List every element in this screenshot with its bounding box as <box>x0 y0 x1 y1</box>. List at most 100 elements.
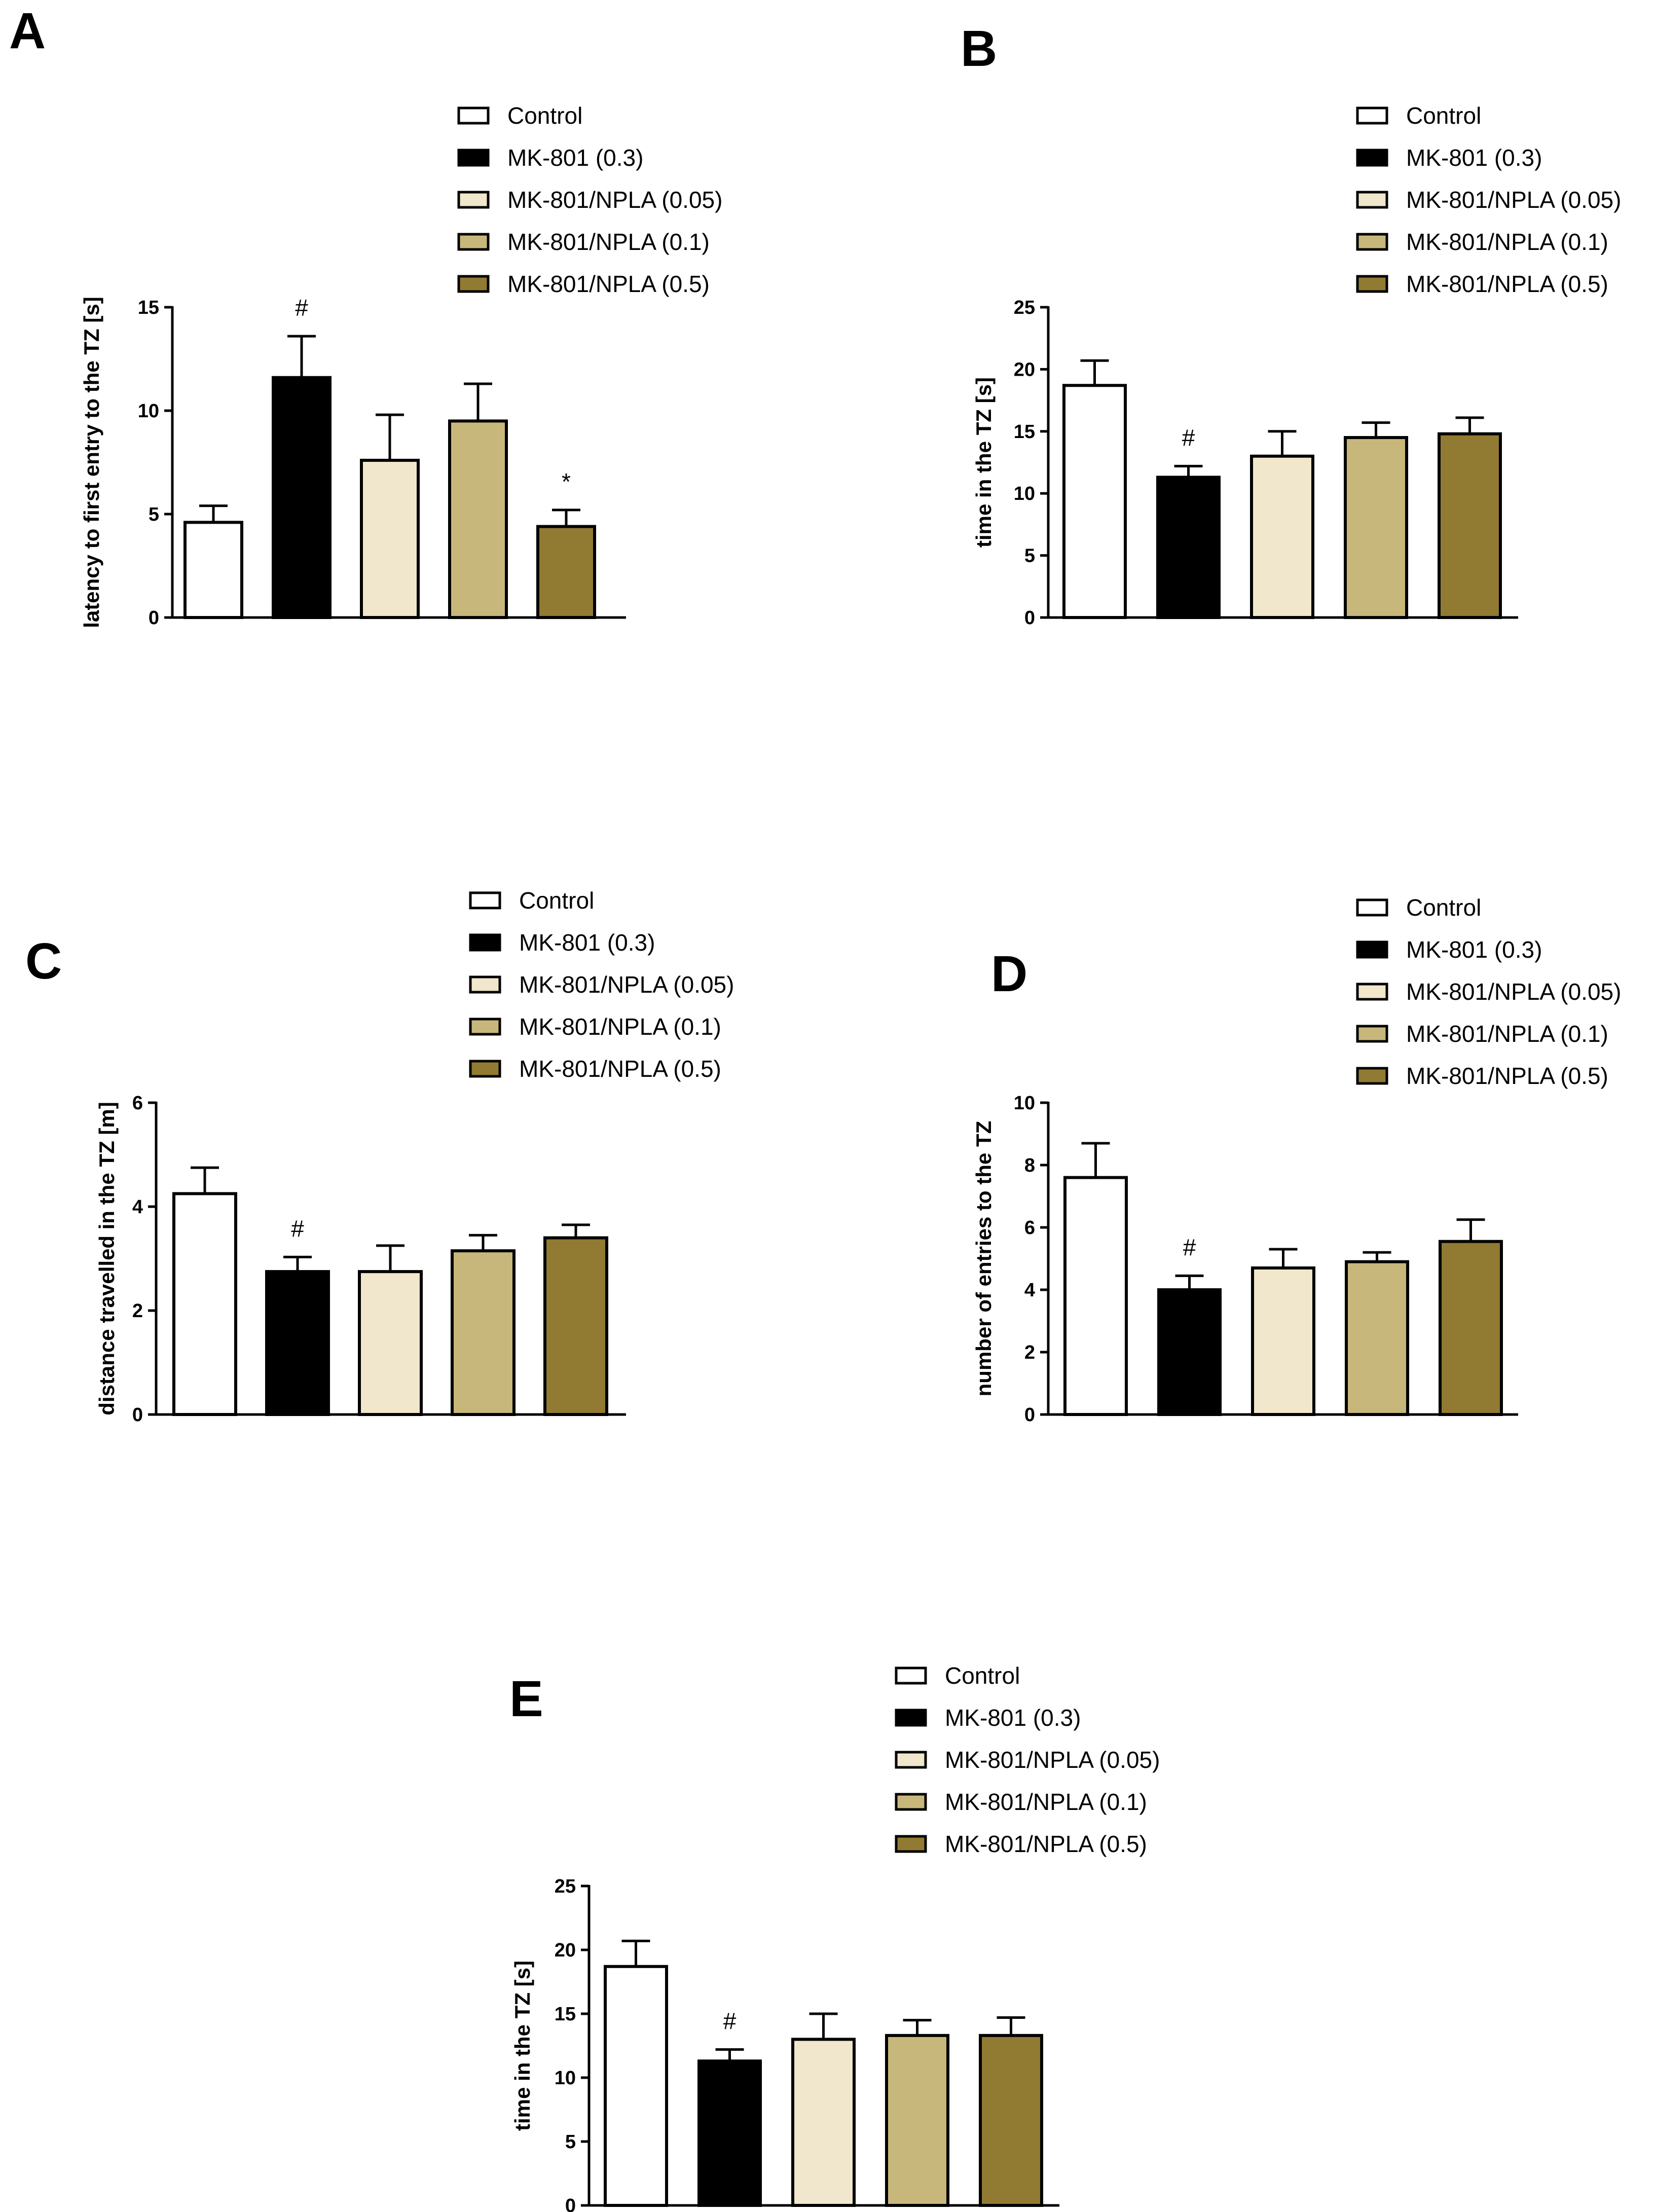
bar <box>604 1965 668 2207</box>
legend-label: Control <box>1406 102 1481 129</box>
legend-label: MK-801/NPLA (0.1) <box>507 229 710 255</box>
panel-letter: C <box>25 933 62 990</box>
y-axis-label: latency to first entry to the TZ [s] <box>80 297 103 628</box>
y-tick-label: 20 <box>555 1940 576 1961</box>
y-tick-label: 2 <box>132 1300 143 1322</box>
bar <box>536 525 596 619</box>
y-tick-label: 25 <box>1014 297 1035 318</box>
y-tick-label: 0 <box>565 2195 576 2212</box>
y-axis-label: time in the TZ [s] <box>972 377 996 548</box>
legend-swatch <box>1356 983 1388 1001</box>
legend-label: MK-801/NPLA (0.5) <box>1406 271 1608 297</box>
legend-label: Control <box>519 887 594 914</box>
legend-label: MK-801/NPLA (0.5) <box>507 271 710 297</box>
legend-label: MK-801 (0.3) <box>945 1705 1081 1731</box>
significance-mark: # <box>1183 1234 1196 1260</box>
legend-swatch <box>1356 1067 1388 1085</box>
legend-swatch <box>1356 275 1388 293</box>
bar <box>697 2059 762 2207</box>
bar <box>1063 1176 1128 1417</box>
bar <box>448 419 508 620</box>
legend-label: MK-801/NPLA (0.5) <box>945 1831 1147 1857</box>
y-tick-label: 25 <box>555 1876 576 1897</box>
bar <box>451 1249 516 1416</box>
legend: Control MK-801 (0.3) MK-801/NPLA (0.05) MK-… <box>469 887 734 1082</box>
legend-swatch <box>469 975 501 994</box>
legend-swatch <box>469 1018 501 1036</box>
legend: Control MK-801 (0.3) MK-801/NPLA (0.05) MK-… <box>457 102 722 297</box>
legend-swatch <box>1356 191 1388 209</box>
bar <box>1439 1240 1503 1417</box>
bar <box>183 521 243 619</box>
legend-label: MK-801/NPLA (0.05) <box>945 1747 1160 1773</box>
significance-mark: # <box>295 295 308 321</box>
y-tick-label: 15 <box>138 297 159 318</box>
bar <box>265 1270 330 1416</box>
legend-swatch <box>457 149 490 167</box>
y-tick-label: 10 <box>1014 483 1035 504</box>
legend-label: MK-801/NPLA (0.1) <box>945 1789 1147 1815</box>
y-axis-label: time in the TZ [s] <box>510 1961 534 2131</box>
panel-letter: E <box>509 1671 543 1727</box>
significance-mark: # <box>1182 424 1195 451</box>
y-tick-label: 2 <box>1024 1342 1035 1363</box>
y-tick-label: 20 <box>1014 359 1035 380</box>
y-tick-label: 10 <box>555 2068 576 2089</box>
significance-mark: # <box>291 1215 304 1242</box>
legend-label: MK-801/NPLA (0.1) <box>1406 1021 1608 1047</box>
panel-letter: A <box>9 3 46 59</box>
legend-swatch <box>1356 106 1388 125</box>
legend-swatch <box>469 933 501 952</box>
bar <box>172 1192 237 1416</box>
y-tick-label: 0 <box>1024 607 1035 629</box>
bar <box>1157 1288 1222 1416</box>
bar <box>791 2038 856 2207</box>
y-tick-label: 10 <box>138 401 159 422</box>
bar <box>1438 432 1502 619</box>
y-tick-label: 10 <box>1014 1093 1035 1114</box>
legend-swatch <box>1356 149 1388 167</box>
bar <box>358 1270 423 1416</box>
legend-swatch <box>1356 233 1388 251</box>
legend-swatch <box>469 1060 501 1078</box>
legend-label: MK-801/NPLA (0.1) <box>519 1013 721 1040</box>
legend: Control MK-801 (0.3) MK-801/NPLA (0.05) MK-… <box>1356 894 1621 1089</box>
bar <box>272 376 332 619</box>
bar <box>979 2034 1043 2207</box>
legend-swatch <box>895 1751 927 1769</box>
y-axis-label: number of entries to the TZ <box>972 1121 996 1397</box>
y-tick-label: 4 <box>1024 1280 1035 1301</box>
bar <box>360 458 420 619</box>
y-tick-label: 0 <box>132 1404 143 1426</box>
panel-letter: B <box>961 20 997 77</box>
legend: Control MK-801 (0.3) MK-801/NPLA (0.05) MK-… <box>895 1662 1160 1857</box>
y-tick-label: 15 <box>555 2004 576 2025</box>
legend-swatch <box>895 1793 927 1811</box>
legend-label: MK-801 (0.3) <box>507 144 643 171</box>
legend-swatch <box>457 233 490 251</box>
y-tick-label: 6 <box>1024 1217 1035 1239</box>
legend-swatch <box>457 106 490 125</box>
legend-swatch <box>457 275 490 293</box>
bar <box>1251 1266 1315 1416</box>
bar <box>1345 1260 1409 1416</box>
legend-swatch <box>1356 898 1388 917</box>
legend: Control MK-801 (0.3) MK-801/NPLA (0.05) MK-… <box>1356 102 1621 297</box>
bar <box>1344 436 1408 619</box>
y-tick-label: 0 <box>1024 1404 1035 1426</box>
bar <box>1156 476 1221 619</box>
y-tick-label: 0 <box>149 607 159 629</box>
bar <box>1062 384 1127 619</box>
legend-label: MK-801 (0.3) <box>519 929 655 956</box>
y-tick-label: 5 <box>149 504 159 525</box>
legend-swatch <box>1356 1025 1388 1043</box>
panel-letter: D <box>991 946 1027 1002</box>
legend-label: MK-801/NPLA (0.05) <box>1406 978 1621 1005</box>
bar <box>543 1236 608 1416</box>
significance-mark: * <box>562 468 571 495</box>
bar <box>1250 454 1314 619</box>
